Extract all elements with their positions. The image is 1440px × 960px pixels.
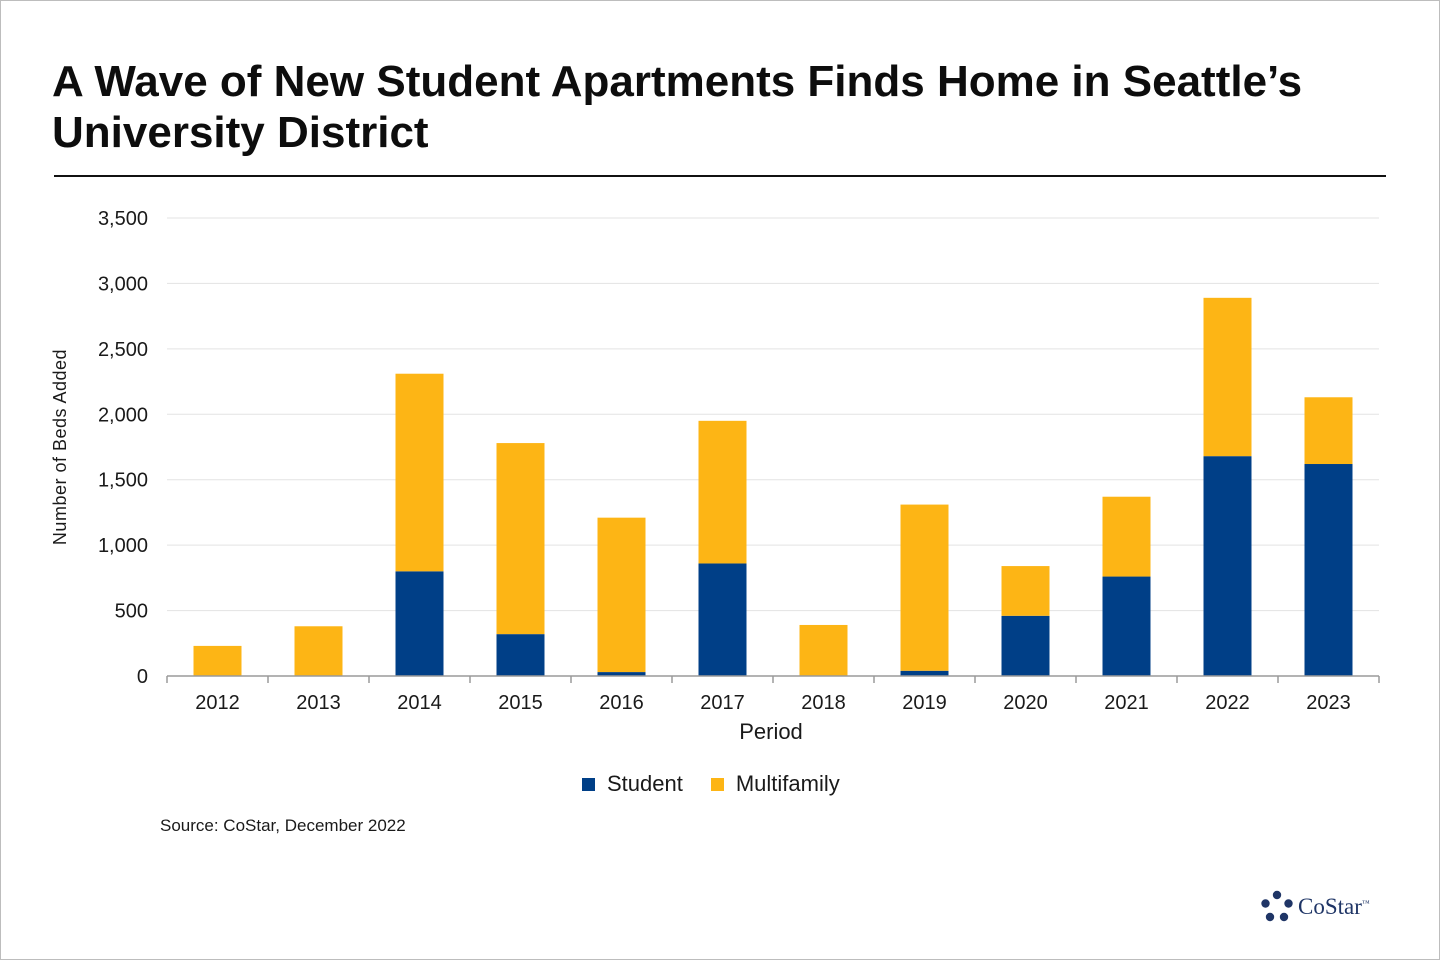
legend-item-student: Student (582, 771, 683, 797)
y-tick-labels: 0 500 1,000 1,500 2,000 2,500 3,000 3,500 (98, 208, 148, 688)
y-tick-label-0: 0 (137, 666, 148, 688)
x-tick-label-2015: 2015 (498, 692, 543, 714)
bar-student-2019 (900, 670, 949, 676)
bar-student-2017 (698, 563, 747, 676)
costar-star-icon (1261, 890, 1293, 922)
legend-item-multifamily: Multifamily (710, 771, 840, 797)
bar-multifamily-2022 (1203, 297, 1252, 457)
y-tick-label-500: 500 (115, 601, 148, 623)
legend: Student Multifamily (582, 770, 868, 798)
x-tick-label-2021: 2021 (1104, 692, 1149, 714)
bar-student-2016 (597, 672, 646, 676)
legend-swatch-multifamily (710, 777, 724, 791)
bar-student-2021 (1102, 576, 1151, 676)
bar-multifamily-2020 (1001, 566, 1050, 616)
x-axis-title: Period (739, 719, 803, 744)
y-tick-label-1000: 1,000 (98, 535, 148, 557)
bar-student-2015 (496, 634, 545, 676)
source-note: Source: CoStar, December 2022 (160, 816, 406, 835)
axes (166, 675, 1380, 683)
costar-wordmark: CoStar™ (1298, 894, 1370, 919)
bar-multifamily-2019 (900, 504, 949, 671)
gridlines (167, 217, 1379, 612)
y-tick-label-2500: 2,500 (98, 339, 148, 361)
costar-logo: CoStar™ (1260, 890, 1370, 924)
x-tick-label-2017: 2017 (700, 692, 745, 714)
bar-student-2014 (395, 571, 444, 676)
bar-multifamily-2014 (395, 373, 444, 572)
bar-multifamily-2023 (1304, 397, 1353, 465)
bar-student-2020 (1001, 615, 1050, 676)
legend-label-student: Student (607, 771, 683, 796)
y-tick-label-3500: 3,500 (98, 208, 148, 230)
bar-multifamily-2018 (799, 624, 848, 676)
y-tick-label-1500: 1,500 (98, 470, 148, 492)
x-tick-label-2022: 2022 (1205, 692, 1250, 714)
legend-label-multifamily: Multifamily (735, 771, 840, 796)
chart-title: A Wave of New Student Apartments Finds H… (52, 57, 1303, 157)
bar-multifamily-2013 (294, 626, 343, 676)
x-tick-labels: 2012 2013 2014 2015 2016 2017 2018 2019 2020 2021… (195, 692, 1351, 714)
x-tick-label-2019: 2019 (902, 692, 947, 714)
x-tick-label-2020: 2020 (1003, 692, 1048, 714)
bars (193, 297, 1353, 676)
bar-multifamily-2021 (1102, 496, 1151, 577)
y-tick-label-3000: 3,000 (98, 273, 148, 295)
x-tick-label-2018: 2018 (801, 692, 846, 714)
bar-multifamily-2012 (193, 645, 242, 676)
bar-multifamily-2016 (597, 517, 646, 673)
bar-multifamily-2017 (698, 420, 747, 564)
bar-multifamily-2015 (496, 443, 545, 635)
y-tick-label-2000: 2,000 (98, 404, 148, 426)
x-tick-label-2016: 2016 (599, 692, 644, 714)
x-tick-label-2023: 2023 (1306, 692, 1351, 714)
x-tick-label-2012: 2012 (195, 692, 240, 714)
y-axis-title: Number of Beds Added (50, 349, 70, 545)
bar-student-2023 (1304, 464, 1353, 676)
x-tick-label-2013: 2013 (296, 692, 341, 714)
x-tick-label-2014: 2014 (397, 692, 442, 714)
bar-student-2022 (1203, 456, 1252, 676)
legend-swatch-student (582, 777, 595, 791)
title-divider (54, 175, 1386, 177)
